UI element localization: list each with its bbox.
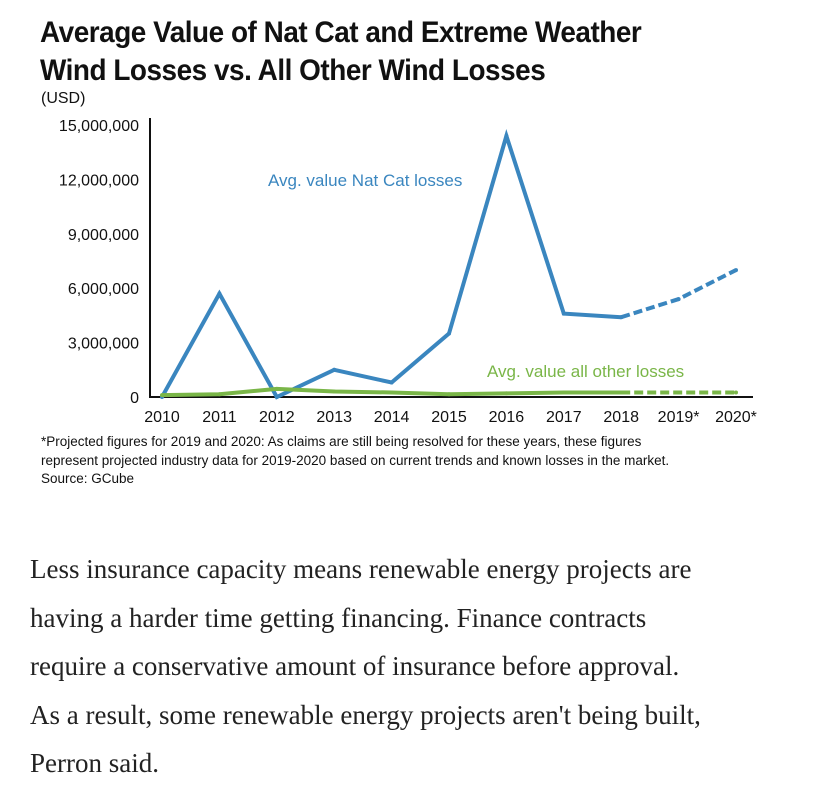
x-tick-label: 2011	[202, 409, 237, 426]
data-point	[389, 380, 394, 385]
data-point	[619, 390, 624, 395]
data-point	[676, 390, 681, 395]
y-tick-label: 0	[130, 390, 139, 407]
article-paragraph: Less insurance capacity means renewable …	[30, 545, 790, 788]
data-point	[274, 395, 279, 399]
y-tick-label: 15,000,000	[59, 118, 139, 135]
data-point	[274, 386, 279, 391]
y-tick-label: 3,000,000	[68, 336, 139, 353]
chart-title-line-2: Wind Losses vs. All Other Wind Losses	[40, 54, 546, 87]
data-point	[217, 392, 222, 397]
footnote-line: represent projected industry data for 20…	[41, 452, 670, 468]
chart-title-line-1: Average Value of Nat Cat and Extreme Wea…	[40, 16, 642, 49]
x-tick-label: 2012	[259, 409, 295, 426]
data-point	[561, 311, 566, 316]
chart-title: Average Value of Nat Cat and Extreme Wea…	[40, 14, 728, 90]
x-tick-label: 2010	[144, 409, 180, 426]
x-tick-label: 2018	[603, 409, 639, 426]
x-tick-label: 2014	[374, 409, 410, 426]
data-point	[217, 291, 222, 296]
data-point	[734, 268, 738, 273]
y-tick-label: 12,000,000	[59, 172, 139, 189]
line-chart: 0 3,000,000 6,000,000 9,000,000 12,000,000 15…	[59, 118, 757, 426]
data-point	[447, 392, 451, 397]
article-line: Less insurance capacity means renewable …	[30, 554, 692, 584]
series-label: Avg. value all other losses	[487, 362, 684, 381]
series-projected-line-1	[620, 268, 737, 320]
x-tick-label: 2017	[546, 409, 582, 426]
x-tick-label: 2020*	[715, 409, 757, 426]
chart-figure: Average Value of Nat Cat and Extreme Wea…	[40, 14, 781, 489]
data-point	[734, 390, 738, 395]
data-point	[160, 393, 164, 398]
chart-footnote: *Projected figures for 2019 and 2020: As…	[41, 433, 781, 489]
y-tick-label: 9,000,000	[68, 227, 139, 244]
data-point	[619, 315, 624, 320]
footnote-line: *Projected figures for 2019 and 2020: As…	[41, 434, 642, 449]
x-tick-label: 2013	[316, 409, 352, 426]
data-point	[504, 391, 509, 396]
x-tick-label: 2019*	[658, 409, 700, 426]
article-line: As a result, some renewable energy proje…	[30, 699, 701, 730]
y-axis-unit-label: (USD)	[41, 90, 86, 107]
data-point	[447, 331, 451, 336]
article-line: require a conservative amount of insuran…	[30, 651, 680, 681]
data-point	[332, 389, 337, 394]
data-point	[332, 367, 337, 372]
y-tick-label: 6,000,000	[68, 281, 139, 298]
x-tick-label: 2015	[431, 409, 467, 426]
data-point	[561, 390, 566, 395]
x-tick-label: 2016	[489, 409, 525, 426]
footnote-source: Source: GCube	[41, 471, 135, 486]
data-point	[389, 390, 394, 395]
data-point	[504, 133, 509, 138]
article-line: having a harder time getting financing. …	[30, 602, 647, 633]
article-line: Perron said.	[30, 748, 159, 778]
data-point	[676, 297, 681, 302]
series-label: Avg. value Nat Cat losses	[268, 171, 462, 190]
